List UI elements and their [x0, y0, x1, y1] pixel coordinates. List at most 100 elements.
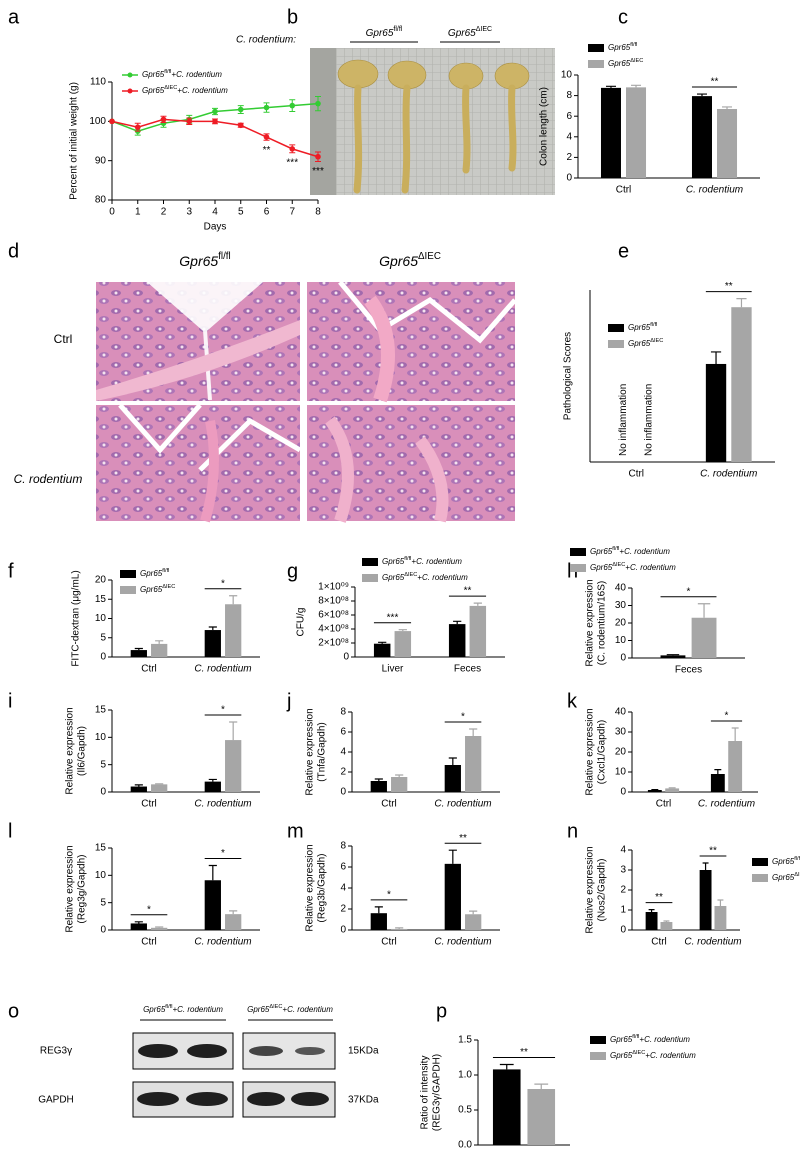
x-tick-label: C. rodentium [686, 185, 743, 196]
y-tick-label: 10 [615, 767, 627, 778]
text-part: +C. rodentium [625, 563, 676, 572]
error-bar [378, 641, 387, 644]
y-tick-label: 5 [100, 759, 106, 770]
superscript: ΔIEC [650, 338, 663, 344]
legend-swatch [120, 570, 136, 578]
text-part: Gpr65 [608, 43, 631, 52]
y-tick-label: 0 [620, 925, 626, 936]
y-tick-label: 2×10⁰⁸ [318, 638, 349, 649]
error-bar [229, 910, 238, 915]
significance: ** [709, 846, 717, 857]
legend-label: Gpr65ΔIEC+C. rodentium [590, 562, 676, 572]
point [263, 104, 270, 111]
significance: ** [263, 145, 271, 156]
significance: *** [387, 612, 399, 623]
legend-label: Gpr65ΔIEC+C. rodentium [382, 572, 468, 582]
bar [391, 928, 408, 930]
legend-swatch [608, 324, 624, 332]
x-tick-label: 1 [135, 207, 141, 218]
legend-label: Gpr65ΔIEC+C. rodentium [610, 1050, 696, 1060]
legend-label: Gpr65fl/fl [628, 322, 657, 332]
x-tick-label: Ctrl [381, 799, 397, 810]
x-tick-label: Feces [454, 664, 481, 675]
x-tick-label: C. rodentium [684, 937, 741, 948]
text-part: +C. rodentium [172, 1005, 223, 1014]
y-tick-label: 0.0 [458, 1140, 472, 1151]
bar [469, 605, 487, 657]
text-part: Gpr65 [772, 857, 795, 866]
significance: *** [286, 157, 298, 168]
panel-letter: k [567, 690, 578, 712]
superscript: fl/fl [612, 546, 619, 552]
y-tick-label: 110 [90, 77, 106, 88]
error-bar [473, 602, 482, 606]
text-part: +C. rodentium [645, 1051, 696, 1060]
significance: * [221, 705, 225, 716]
y-axis-label: Relative expression [65, 845, 76, 932]
legend-swatch [362, 558, 378, 566]
y-tick-label: 15 [95, 594, 107, 605]
text-part: Gpr65 [382, 557, 405, 566]
legend-swatch [752, 858, 768, 866]
photo-label: C. rodentium: [236, 35, 296, 46]
bar [647, 790, 662, 792]
text-part: Gpr65 [382, 573, 405, 582]
x-tick-label: 3 [186, 207, 192, 218]
photo-group: Gpr65ΔIEC [448, 26, 492, 38]
bar [731, 307, 752, 462]
legend-label: Gpr65fl/fl+C. rodentium [142, 69, 222, 79]
y-tick-label: 6 [340, 727, 346, 738]
y-tick-label: 0 [340, 925, 346, 936]
x-tick-label: 2 [161, 207, 167, 218]
y-axis-label: Percent of initial weight (g) [69, 82, 80, 200]
bar [728, 741, 743, 792]
y-tick-label: 3 [620, 865, 626, 876]
point [315, 153, 321, 160]
error-bar [605, 85, 616, 88]
error-bar [448, 849, 457, 864]
legend-label: Gpr65ΔIEC [608, 58, 643, 68]
point [160, 120, 167, 127]
legend-swatch [588, 44, 604, 52]
blot-group: Gpr65ΔIEC+C. rodentium [247, 1004, 333, 1014]
error-bar [134, 784, 143, 787]
y-tick-label: 15 [95, 843, 107, 854]
error-bar [453, 620, 462, 625]
legend-swatch [590, 1052, 606, 1060]
y-axis-label: (Reg3b/Gapdh) [317, 854, 328, 923]
bar [130, 923, 147, 930]
error-bar [666, 654, 680, 656]
superscript: fl/fl [650, 322, 657, 328]
legend-label: Gpr65fl/fl+C. rodentium [610, 1034, 690, 1044]
x-tick-label: 5 [238, 207, 244, 218]
superscript: ΔIEC [404, 572, 417, 578]
error-bar [229, 721, 238, 741]
bar [370, 913, 387, 930]
significance: * [387, 890, 391, 901]
bar [225, 740, 242, 792]
y-tick-label: 0 [620, 787, 626, 798]
error-bar [736, 298, 747, 308]
significance: * [147, 904, 151, 915]
bar [626, 87, 647, 178]
band-size: 15KDa [348, 1046, 379, 1057]
legend-label: Gpr65ΔIEC [140, 584, 175, 594]
x-tick-label: Ctrl [616, 185, 632, 196]
superscript: ΔIEC [418, 251, 441, 262]
point [186, 118, 193, 125]
blot-group: Gpr65fl/fl+C. rodentium [143, 1004, 223, 1014]
bar [665, 788, 680, 792]
panel-letter: a [8, 6, 20, 28]
y-tick-label: 1×10⁰⁹ [318, 582, 349, 593]
legend-swatch [120, 586, 136, 594]
significance: ** [520, 1047, 528, 1058]
y-tick-label: 40 [615, 707, 627, 718]
y-tick-label: 10 [615, 635, 627, 646]
bar [204, 781, 221, 792]
bar [600, 87, 621, 178]
text-part: Gpr65 [379, 253, 418, 269]
bar [204, 630, 221, 657]
significance: * [725, 711, 729, 722]
error-bar [722, 106, 733, 109]
point [263, 134, 270, 140]
